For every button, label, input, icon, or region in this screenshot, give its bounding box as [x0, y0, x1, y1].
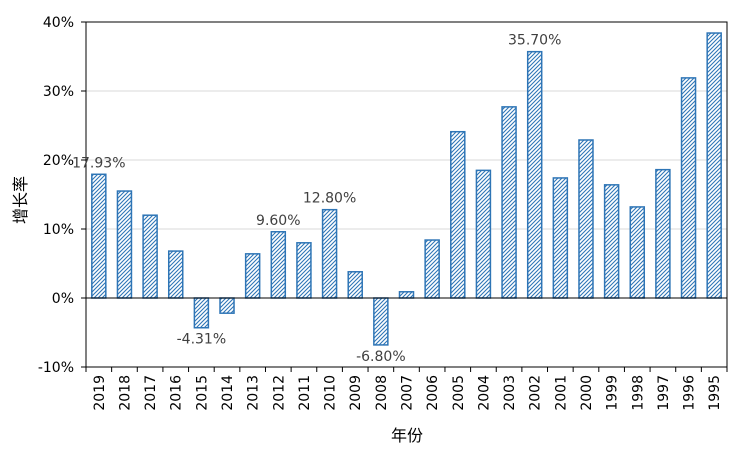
bar-2004 — [475, 169, 492, 299]
bar-2008 — [373, 297, 389, 346]
bar-1999 — [603, 184, 620, 299]
axes: -10% 0% 10% 20% 30% 40% 2019 2018 2017 2016 2015 20… — [38, 15, 728, 411]
data-label-2010: 12.80% — [303, 191, 356, 207]
x-tick-label: 2004 — [476, 375, 492, 411]
bar-2019 — [91, 173, 107, 299]
bar-2012 — [270, 231, 287, 299]
bar-2017 — [142, 214, 158, 299]
bar-2011 — [296, 242, 312, 299]
x-tick-label: 2012 — [271, 375, 287, 411]
x-tick-label: 1999 — [605, 375, 621, 411]
bar-2000 — [578, 139, 594, 299]
x-tick-label: 2017 — [143, 375, 159, 411]
bar-2013 — [244, 253, 261, 299]
data-label-2012: 9.60% — [256, 213, 300, 229]
bar-2006 — [424, 239, 440, 299]
x-tick-label: 2000 — [579, 375, 595, 411]
x-tick-label: 1998 — [630, 375, 646, 411]
bar-1997 — [655, 168, 671, 299]
x-tick-label: 2009 — [348, 375, 364, 411]
bar-2003 — [501, 106, 517, 299]
x-tick-label: 2014 — [220, 375, 236, 411]
bar-2010 — [321, 208, 338, 299]
x-tick-label: 2015 — [194, 375, 210, 411]
x-tick-label: 2013 — [246, 375, 262, 411]
x-tick-label: 2007 — [400, 375, 416, 411]
bar-2005 — [450, 130, 466, 299]
bar-2007 — [398, 291, 415, 299]
bar-2002 — [526, 50, 543, 299]
bar-2009 — [347, 271, 363, 299]
data-label-2002: 35.70% — [508, 33, 561, 49]
bar-1996 — [680, 77, 697, 299]
bar-2018 — [116, 190, 133, 299]
x-tick-label: 1997 — [656, 375, 672, 411]
x-tick-label: 2002 — [528, 375, 544, 411]
plot-frame — [85, 21, 728, 368]
x-tick-label: 2005 — [451, 375, 467, 411]
x-tick-label: 2003 — [502, 375, 518, 411]
data-label-2008: -6.80% — [356, 349, 406, 365]
data-label-2015: -4.31% — [177, 332, 227, 348]
bar-2015 — [193, 297, 210, 329]
x-tick-label: 2019 — [92, 375, 108, 411]
gridlines — [86, 90, 727, 230]
x-tick-label: 2008 — [374, 375, 390, 411]
x-tick-label: 2001 — [553, 375, 569, 411]
y-tick-label: 10% — [43, 222, 74, 238]
x-tick-label: 2018 — [117, 375, 133, 411]
x-tick-label: 1995 — [707, 375, 723, 411]
x-tick-label: 2016 — [169, 375, 185, 411]
y-tick-label: 30% — [43, 84, 74, 100]
bars — [91, 32, 722, 346]
data-labels: 17.93% -4.31% 9.60%12.80% -6.80% 35.70% — [72, 33, 561, 365]
x-tick-label: 2011 — [297, 375, 313, 411]
x-tick-label: 1996 — [682, 375, 698, 411]
y-tick-label: 0% — [52, 291, 74, 307]
x-tick-label: 2010 — [323, 375, 339, 411]
bar-2014 — [219, 297, 235, 314]
y-axis-title: 增长率 — [11, 176, 30, 224]
x-tick-label: 2006 — [425, 375, 441, 411]
data-label-2019: 17.93% — [72, 155, 125, 171]
bar-2016 — [167, 250, 184, 299]
bar-1998 — [629, 206, 646, 299]
y-tick-label: -10% — [38, 360, 74, 376]
bar-1995 — [706, 32, 722, 299]
y-tick-label: 20% — [43, 153, 74, 169]
x-axis-title: 年份 — [391, 426, 423, 445]
y-tick-label: 40% — [43, 15, 74, 31]
bar-2001 — [552, 177, 569, 299]
